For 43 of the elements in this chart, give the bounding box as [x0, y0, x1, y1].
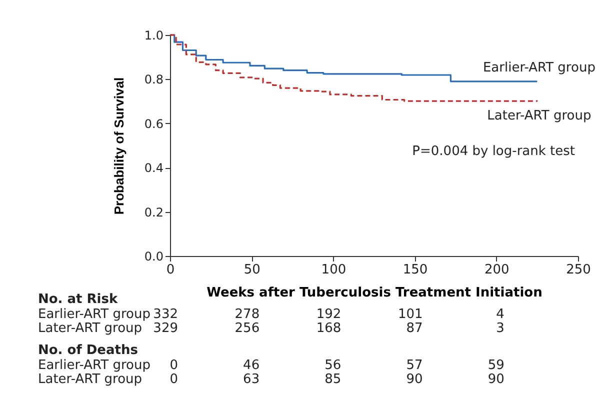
- text: 90: [406, 372, 423, 387]
- annotation: P=0.004 by log-rank test: [412, 144, 575, 159]
- series-label: Earlier-ART group: [482, 60, 596, 76]
- text: Earlier-ART group: [38, 358, 150, 373]
- text: 90: [488, 372, 504, 387]
- text: 63: [243, 372, 260, 387]
- y-tick-label: 1.0: [144, 28, 164, 42]
- text: 332: [153, 307, 178, 322]
- text: 168: [316, 321, 342, 336]
- text: 256: [234, 321, 260, 336]
- y-tick-label: 0.6: [144, 116, 164, 131]
- text: 0: [170, 372, 178, 387]
- y-tick-label: 0.4: [144, 161, 164, 176]
- x-tick-label: 100: [321, 262, 346, 278]
- x-tick-label: 0: [166, 262, 175, 278]
- text: 3: [496, 321, 504, 336]
- text: No. of Deaths: [38, 343, 138, 358]
- text: 85: [324, 372, 342, 387]
- text: 0: [170, 358, 178, 373]
- text: Later-ART group: [38, 321, 142, 336]
- text: Later-ART group: [38, 372, 142, 387]
- y-axis-title: Probability of Survival: [111, 77, 126, 215]
- text: 4: [496, 307, 504, 322]
- text: 57: [406, 358, 423, 373]
- x-axis-title: Weeks after Tuberculosis Treatment Initiation: [206, 286, 542, 300]
- text: No. at Risk: [38, 292, 118, 307]
- text: 329: [153, 321, 178, 336]
- series-label: Later-ART group: [487, 108, 592, 124]
- x-tick-label: 250: [566, 262, 591, 278]
- text: 278: [234, 307, 260, 322]
- y-tick-label: 0.8: [144, 72, 164, 87]
- text: 59: [488, 358, 504, 373]
- text: 87: [406, 321, 423, 336]
- x-tick-label: 50: [244, 262, 260, 278]
- x-tick-label: 200: [484, 262, 510, 278]
- y-tick-label: 0.2: [144, 205, 164, 220]
- text: 192: [316, 307, 342, 322]
- x-tick-label: 150: [402, 262, 428, 278]
- text: Earlier-ART group: [38, 307, 150, 322]
- y-tick-label: 0.0: [144, 250, 164, 264]
- text: 56: [324, 358, 342, 373]
- text: 101: [398, 307, 423, 322]
- text: 46: [243, 358, 260, 373]
